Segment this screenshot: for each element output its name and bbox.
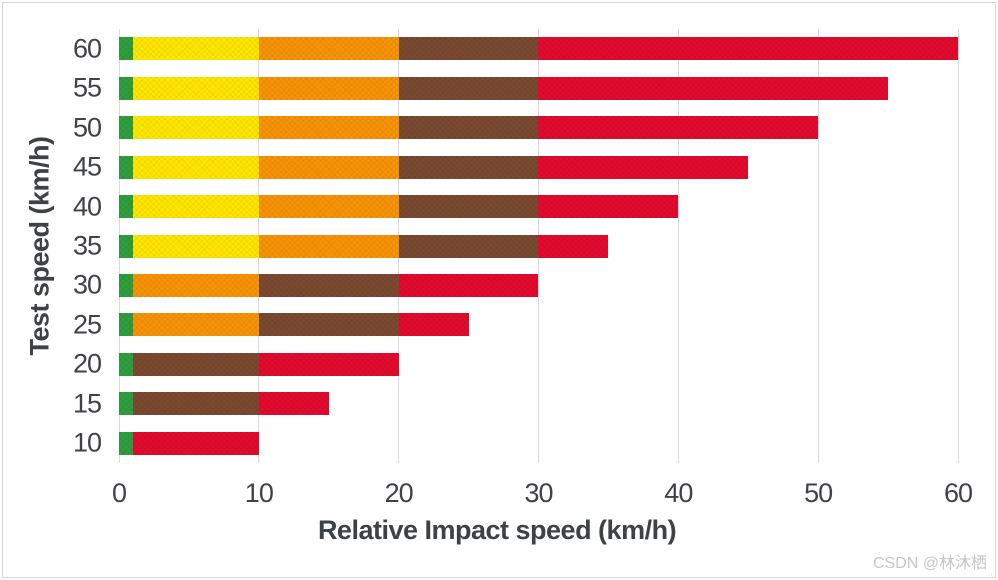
x-tick-label: 40 <box>664 478 693 508</box>
bar-segment-band-yellow <box>132 116 259 140</box>
y-tick-label: 10 <box>72 427 102 458</box>
bar-segment-band-yellow <box>132 37 259 61</box>
y-tick-label: 40 <box>72 191 102 222</box>
bar-segment-band-green <box>119 76 133 100</box>
bar-segment-band-brown <box>132 352 259 376</box>
bar-segment-band-brown <box>398 234 539 258</box>
bar-segment-band-red <box>258 392 329 416</box>
bar-segment-band-red <box>398 313 469 337</box>
x-tick-label: 0 <box>111 478 127 508</box>
bar-segment-band-red <box>538 234 609 258</box>
bar-segment-band-red <box>132 431 259 455</box>
bar-segment-band-brown <box>258 313 399 337</box>
bar-segment-band-brown <box>398 195 539 219</box>
bar-segment-band-yellow <box>132 76 259 100</box>
bar-segment-band-red <box>538 116 819 140</box>
bar-segment-band-orange <box>258 116 399 140</box>
bar-segment-band-brown <box>398 76 539 100</box>
bar-row <box>119 352 958 376</box>
y-tick-label: 15 <box>72 388 102 419</box>
bar-row <box>119 273 958 297</box>
bar-row <box>119 195 958 219</box>
bar-segment-band-green <box>119 273 133 297</box>
bar-segment-band-green <box>119 392 133 416</box>
bar-row <box>119 37 958 61</box>
bar-segment-band-red <box>538 195 679 219</box>
x-axis-title: Relative Impact speed (km/h) <box>317 515 677 545</box>
bar-row <box>119 76 958 100</box>
bar-segment-band-yellow <box>132 234 259 258</box>
bar-row <box>119 313 958 337</box>
bar-segment-band-orange <box>132 313 259 337</box>
y-tick-label: 25 <box>72 309 102 340</box>
x-tick-label: 10 <box>244 478 274 508</box>
y-tick-label: 35 <box>72 230 102 261</box>
bar-segment-band-brown <box>258 273 399 297</box>
bar-segment-band-green <box>119 234 133 258</box>
bar-segment-band-brown <box>398 37 539 61</box>
bar-segment-band-green <box>119 37 133 61</box>
gridline <box>957 29 959 463</box>
y-tick-label: 45 <box>72 151 102 182</box>
x-tick-label: 50 <box>804 478 833 508</box>
bar-segment-band-green <box>119 352 133 376</box>
bar-segment-band-orange <box>132 273 259 297</box>
bar-segment-band-red <box>538 76 889 100</box>
x-axis-tick-labels: 0 10 20 30 40 50 60 <box>112 473 973 513</box>
gridline <box>817 29 819 463</box>
bar-segment-band-green <box>119 313 133 337</box>
bar-segment-band-green <box>119 116 133 140</box>
y-tick-label: 30 <box>72 269 102 300</box>
bar-segment-band-green <box>119 195 133 219</box>
bar-segment-band-green <box>119 155 133 179</box>
x-tick-label: 20 <box>384 478 414 508</box>
bar-row <box>119 155 958 179</box>
y-tick-label: 55 <box>72 72 102 103</box>
bar-row <box>119 116 958 140</box>
bar-segment-band-yellow <box>132 195 259 219</box>
bar-segment-band-green <box>119 431 133 455</box>
bar-segment-band-brown <box>398 155 539 179</box>
x-tick-label: 30 <box>524 478 553 508</box>
y-axis-title: Test speed (km/h) <box>24 136 55 356</box>
bar-segment-band-yellow <box>132 155 259 179</box>
x-tick-label: 60 <box>943 478 973 508</box>
bar-row <box>119 392 958 416</box>
y-tick-label: 20 <box>72 348 102 379</box>
watermark: CSDN @林沐栖 <box>872 555 987 572</box>
bar-segment-band-brown <box>398 116 539 140</box>
y-tick-label: 50 <box>72 112 102 143</box>
bar-segment-band-orange <box>258 155 399 179</box>
bar-segment-band-orange <box>258 76 399 100</box>
bar-segment-band-orange <box>258 37 399 61</box>
bar-row <box>119 431 958 455</box>
y-tick-label: 60 <box>72 33 102 64</box>
bar-segment-band-red <box>398 273 539 297</box>
bar-segment-band-orange <box>258 234 399 258</box>
bar-row <box>119 234 958 258</box>
bar-segment-band-brown <box>132 392 259 416</box>
y-axis-tick-labels: 60 55 50 45 40 35 30 25 20 15 10 <box>3 29 102 463</box>
bar-segment-band-orange <box>258 195 399 219</box>
bar-segment-band-red <box>538 155 749 179</box>
bar-segment-band-red <box>538 37 958 61</box>
bar-segment-band-red <box>258 352 399 376</box>
gridline <box>677 29 679 463</box>
plot-area <box>118 29 959 463</box>
